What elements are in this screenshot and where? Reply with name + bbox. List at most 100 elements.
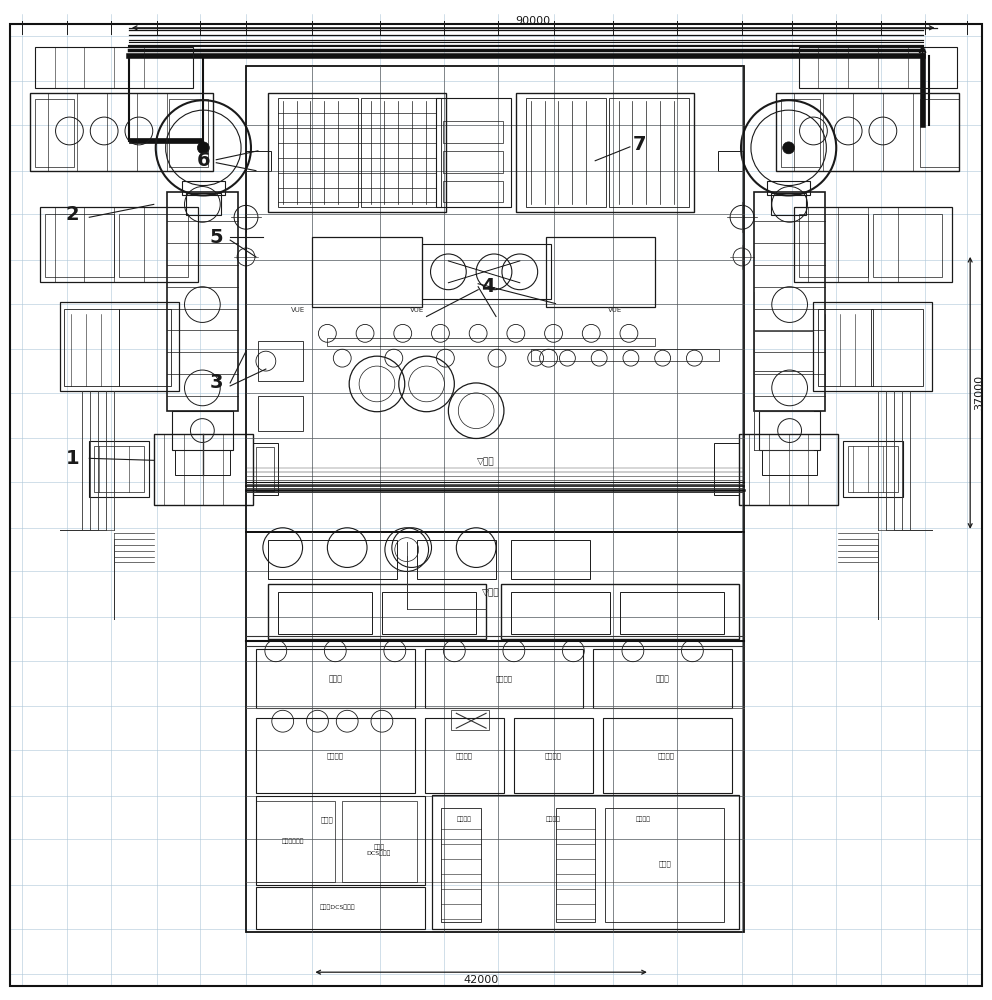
Text: 空调机室: 空调机室 [546, 817, 561, 822]
Bar [843, 441, 903, 497]
Bar [432, 795, 739, 929]
Bar [312, 237, 422, 307]
Bar [278, 592, 372, 634]
Bar [759, 411, 820, 450]
Text: VUE: VUE [291, 307, 305, 313]
Text: 总控室: 总控室 [659, 861, 671, 867]
Bar [762, 450, 817, 475]
Text: VUE: VUE [410, 307, 424, 313]
Bar [771, 193, 806, 215]
Text: 7: 7 [633, 135, 647, 154]
Bar [451, 710, 489, 730]
Bar [443, 121, 503, 143]
Text: 配电室: 配电室 [656, 674, 670, 683]
Text: 5: 5 [209, 228, 223, 247]
Bar [246, 151, 271, 171]
Bar [35, 47, 193, 88]
Bar [776, 93, 959, 171]
Bar [443, 151, 503, 173]
Text: 净化水间: 净化水间 [456, 817, 472, 822]
Bar [175, 450, 230, 475]
Text: 油泵室: 油泵室 [321, 816, 333, 823]
Bar [501, 584, 739, 639]
Bar [794, 207, 952, 282]
Bar [516, 93, 694, 212]
Text: 6: 6 [196, 151, 210, 170]
Bar [172, 411, 233, 450]
Bar [129, 138, 203, 143]
Bar [813, 302, 932, 391]
Text: 4: 4 [481, 277, 495, 296]
Bar [268, 540, 397, 579]
Bar [182, 181, 225, 195]
Bar [818, 309, 873, 386]
Bar [436, 98, 511, 207]
Text: 空调机室: 空调机室 [455, 753, 473, 759]
Bar [714, 443, 739, 495]
Text: 机汽轮
DCS工具间: 机汽轮 DCS工具间 [367, 844, 391, 856]
Bar [871, 309, 923, 386]
Bar [169, 99, 208, 167]
Bar [60, 302, 179, 391]
Bar [119, 309, 171, 386]
Bar [514, 718, 593, 793]
Bar [167, 192, 238, 411]
Bar [593, 649, 732, 708]
Bar [258, 396, 303, 431]
Bar [361, 98, 441, 207]
Bar [342, 801, 417, 882]
Text: 运转仪间: 运转仪间 [635, 817, 651, 822]
Bar [718, 151, 743, 171]
Bar [45, 214, 114, 277]
Text: 90000: 90000 [515, 16, 551, 26]
Bar [256, 447, 274, 491]
Bar [258, 341, 303, 381]
Bar [781, 99, 820, 167]
Bar [511, 592, 610, 634]
Bar [40, 207, 198, 282]
Text: 37000: 37000 [974, 375, 984, 410]
Circle shape [783, 142, 795, 154]
Text: VUE: VUE [608, 307, 622, 313]
Text: 净化水间: 净化水间 [326, 753, 344, 759]
Bar [920, 99, 959, 167]
Text: ▽水夹: ▽水夹 [482, 589, 500, 598]
Bar [425, 649, 583, 708]
Bar [531, 349, 719, 361]
Bar [848, 446, 898, 492]
Text: 机汽轮DCS控制室: 机汽轮DCS控制室 [319, 904, 355, 910]
Bar [246, 66, 744, 532]
Text: 油泵室: 油泵室 [328, 674, 342, 683]
Text: 3: 3 [209, 373, 223, 392]
Text: 1: 1 [65, 449, 79, 468]
Bar [89, 441, 149, 497]
Bar [94, 446, 144, 492]
Bar [119, 214, 188, 277]
Bar [268, 584, 486, 639]
Text: 运转仪间: 运转仪间 [658, 753, 676, 759]
Bar [186, 193, 221, 215]
Bar [268, 93, 446, 212]
Bar [443, 181, 503, 202]
Bar [417, 540, 496, 579]
Bar [256, 649, 415, 708]
Bar [253, 443, 278, 495]
Text: 2: 2 [65, 205, 79, 224]
Bar [511, 540, 590, 579]
Bar [256, 796, 425, 885]
Circle shape [197, 142, 209, 154]
Bar [620, 592, 724, 634]
Bar [873, 214, 942, 277]
Bar [35, 99, 74, 167]
Text: 42000: 42000 [463, 975, 499, 985]
Bar [739, 434, 838, 505]
Bar [425, 718, 504, 793]
Bar [256, 887, 425, 929]
Bar [64, 309, 119, 386]
Bar [754, 192, 825, 411]
Bar [246, 532, 744, 932]
Bar [603, 718, 732, 793]
Bar [154, 434, 253, 505]
Bar [256, 801, 335, 882]
Bar [609, 98, 689, 207]
